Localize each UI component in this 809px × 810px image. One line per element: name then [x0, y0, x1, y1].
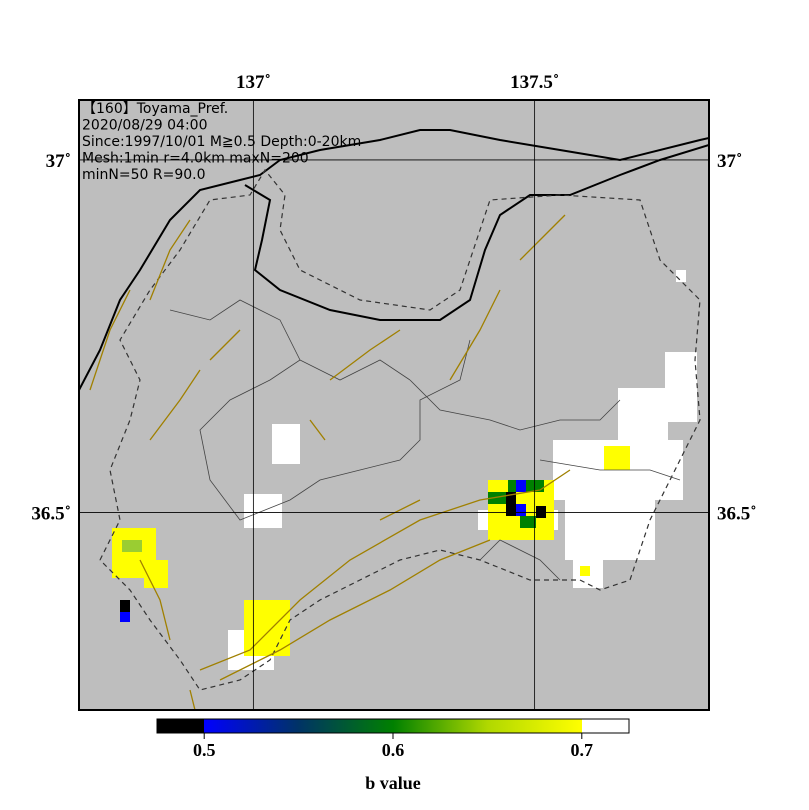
active-faults: [89, 214, 571, 710]
prefecture-border: [99, 168, 701, 691]
map-area: [79, 100, 709, 710]
y-tick-label: 36.5˚: [717, 504, 757, 525]
header-line: Mesh:1min r=4.0km maxN=200: [82, 151, 309, 167]
header-line: 2020/08/29 04:00: [82, 118, 208, 134]
graticule: [79, 100, 709, 710]
x-tick-label: 137˚: [236, 72, 271, 93]
colorbar-tick-label: 0.6: [382, 740, 405, 760]
y-tick-label: 37˚: [717, 151, 742, 172]
colorbar-label: b value: [365, 773, 421, 793]
header-line: 【160】Toyama_Pref.: [82, 101, 228, 117]
colorbar: [156, 718, 630, 734]
map-layer: [79, 129, 709, 710]
header-line: minN=50 R=90.0: [82, 167, 206, 183]
colorbar-tick-label: 0.5: [193, 740, 216, 760]
municipal-borders: [169, 299, 681, 581]
coastline: [79, 129, 709, 391]
y-tick-label: 36.5˚: [31, 504, 71, 525]
colorbar-tick-label: 0.7: [571, 740, 594, 760]
header-line: Since:1997/10/01 M≧0.5 Depth:0-20km: [82, 134, 361, 150]
map-frame: [78, 99, 710, 711]
header: 【160】Toyama_Pref.2020/08/29 04:00Since:1…: [82, 101, 361, 183]
y-tick-label: 37˚: [46, 151, 71, 172]
x-tick-label: 137.5˚: [510, 72, 559, 93]
